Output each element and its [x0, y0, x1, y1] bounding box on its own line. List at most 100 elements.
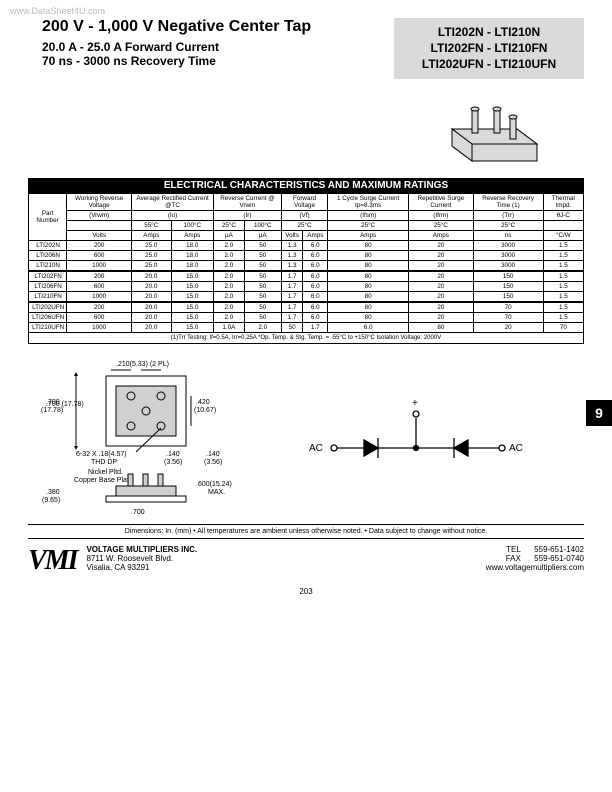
- table-cell: 25.0: [132, 260, 171, 271]
- th: Average Rectified Current @TC: [132, 193, 214, 210]
- table-cell: 6.0: [303, 302, 328, 313]
- th: 25°C: [473, 220, 543, 230]
- table-cell: 150: [473, 291, 543, 302]
- table-cell: 6.0: [303, 291, 328, 302]
- svg-text:+: +: [412, 398, 418, 409]
- header-left: 200 V - 1,000 V Negative Center Tap 20.0…: [42, 18, 394, 79]
- table-cell: 1.5: [543, 291, 583, 302]
- th: ns: [473, 230, 543, 240]
- svg-text:.210(5.33) (2 PL): .210(5.33) (2 PL): [116, 361, 169, 368]
- table-cell: 1.7: [281, 312, 303, 322]
- th: 1 Cycle Surge Current tp=8.3ms: [328, 193, 409, 210]
- electrical-table: Part Number Working Reverse Voltage Aver…: [28, 193, 584, 333]
- table-cell: 80: [328, 291, 409, 302]
- table-cell: 1.3: [281, 260, 303, 271]
- page-number: 203: [0, 577, 612, 596]
- table-cell: 80: [328, 302, 409, 313]
- dimension-note: Dimensions: In. (mm) • All temperatures …: [28, 524, 584, 539]
- th: 25°C: [409, 220, 473, 230]
- table-cell: LTI202UFN: [29, 302, 67, 313]
- table-row: LTI210FN100020.015.02.0501.76.080201501.…: [29, 291, 584, 302]
- svg-text:(10.67): (10.67): [194, 407, 216, 414]
- table-cell: 20: [409, 281, 473, 291]
- th: Thermal Impd.: [543, 193, 583, 210]
- table-cell: 1.5: [543, 312, 583, 322]
- th: (Trr): [473, 210, 543, 220]
- watermark: www.DataSheet4U.com: [10, 6, 105, 16]
- table-cell: 20: [409, 250, 473, 260]
- table-cell: 2.0: [244, 322, 281, 332]
- table-cell: 3000: [473, 260, 543, 271]
- table-cell: 18.0: [171, 260, 213, 271]
- th: Working Reverse Voltage: [67, 193, 132, 210]
- subtitle-2: 70 ns - 3000 ns Recovery Time: [42, 54, 394, 68]
- th: Amps: [328, 230, 409, 240]
- table-cell: 80: [328, 271, 409, 282]
- th: 100°C: [244, 220, 281, 230]
- table-cell: 2.0: [214, 302, 245, 313]
- svg-text:(9.65): (9.65): [42, 497, 60, 504]
- table-cell: 6.0: [303, 312, 328, 322]
- table-cell: LTI202N: [29, 240, 67, 250]
- table-cell: 150: [473, 281, 543, 291]
- table-cell: 50: [244, 281, 281, 291]
- table-cell: 20.0: [132, 302, 171, 313]
- table-cell: 6.0: [303, 271, 328, 282]
- svg-text:.380: .380: [46, 489, 60, 496]
- table-cell: 18.0: [171, 250, 213, 260]
- table-cell: LTI206N: [29, 250, 67, 260]
- th: Part Number: [29, 193, 67, 240]
- table-cell: 1.5: [543, 240, 583, 250]
- table-cell: 1.5: [543, 260, 583, 271]
- table-cell: 2.0: [214, 271, 245, 282]
- table-row: LTI206UFN60020.015.02.0501.76.08020701.5: [29, 312, 584, 322]
- table-cell: 2.0: [214, 312, 245, 322]
- table-cell: 200: [67, 240, 132, 250]
- svg-text:6-32 X .18(4.57): 6-32 X .18(4.57): [76, 451, 127, 458]
- table-cell: 2.0: [214, 240, 245, 250]
- table-cell: LTI202FN: [29, 271, 67, 282]
- table-cell: 70: [473, 312, 543, 322]
- table-cell: 20: [409, 302, 473, 313]
- table-cell: 80: [328, 260, 409, 271]
- table-cell: 80: [328, 240, 409, 250]
- table-cell: 1.5: [543, 302, 583, 313]
- svg-text:(3.56): (3.56): [164, 459, 182, 466]
- table-cell: 50: [244, 250, 281, 260]
- table-cell: 50: [281, 322, 303, 332]
- th: (Ifsm): [328, 210, 409, 220]
- part-line: LTI202UFN - LTI210UFN: [398, 56, 580, 72]
- th: Volts: [67, 230, 132, 240]
- table-cell: 15.0: [171, 291, 213, 302]
- th: [543, 220, 583, 230]
- table-cell: 1.7: [281, 302, 303, 313]
- svg-text:AC: AC: [509, 443, 523, 454]
- table-cell: 20: [409, 271, 473, 282]
- table-cell: 3000: [473, 250, 543, 260]
- th: [67, 220, 132, 230]
- part-line: LTI202FN - LTI210FN: [398, 40, 580, 56]
- svg-text:.700: .700: [46, 399, 60, 406]
- th: 25°C: [214, 220, 245, 230]
- table-cell: 20.0: [132, 322, 171, 332]
- table-cell: 1.7: [281, 291, 303, 302]
- table-cell: 200: [67, 302, 132, 313]
- table-cell: 1.5: [543, 250, 583, 260]
- table-cell: 1.7: [281, 271, 303, 282]
- title: 200 V - 1,000 V Negative Center Tap: [42, 18, 394, 36]
- table-row: LTI210N100025.018.02.0501.36.0802030001.…: [29, 260, 584, 271]
- table-cell: 15.0: [171, 302, 213, 313]
- table-cell: 20: [409, 260, 473, 271]
- table-cell: 20.0: [132, 281, 171, 291]
- table-cell: 20: [409, 291, 473, 302]
- th: (Io): [132, 210, 214, 220]
- page-tab: 9: [586, 400, 612, 426]
- svg-text:Nickel Pltd.: Nickel Pltd.: [88, 469, 123, 476]
- th: Reverse Current @ Vrwm: [214, 193, 282, 210]
- svg-text:.600(15.24): .600(15.24): [196, 481, 232, 488]
- table-row: LTI210UFN100020.015.01.0A2.0501.76.08020…: [29, 322, 584, 332]
- th: 100°C: [171, 220, 213, 230]
- table-cell: 1.0A: [214, 322, 245, 332]
- th: (Ifrm): [409, 210, 473, 220]
- table-cell: 20: [409, 240, 473, 250]
